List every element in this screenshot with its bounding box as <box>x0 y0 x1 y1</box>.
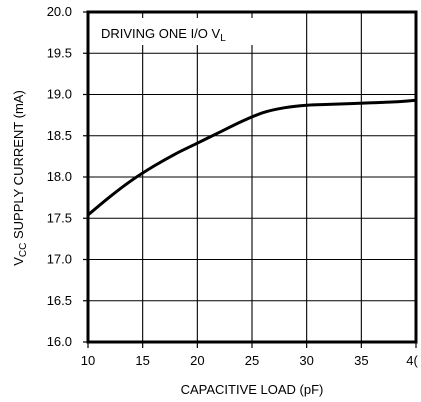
series-layer <box>86 98 418 217</box>
x-tick-label: 30 <box>299 353 313 368</box>
y-tick-label: 17.5 <box>47 210 72 225</box>
annotation-subscript: L <box>220 33 226 44</box>
y-tick-label: 19.5 <box>47 45 72 60</box>
y-axis-label: VCC SUPPLY CURRENT (mA) <box>11 90 29 266</box>
x-tick-label: 15 <box>135 353 149 368</box>
annotation-background <box>92 18 255 45</box>
supply-current-series-line <box>86 98 418 217</box>
y-tick-label: 18.5 <box>47 128 72 143</box>
x-tick-label: 20 <box>190 353 204 368</box>
annotation-label: DRIVING ONE I/O VL <box>101 26 226 44</box>
x-tick-label: 10 <box>81 353 95 368</box>
x-tick-label: 4( <box>406 353 418 368</box>
grid-layer <box>88 12 416 342</box>
x-axis-label: CAPACITIVE LOAD (pF) <box>181 382 324 397</box>
y-tick-label: 20.0 <box>47 4 72 19</box>
y-tick-label: 18.0 <box>47 169 72 184</box>
y-tick-label: 16.0 <box>47 334 72 349</box>
x-tick-label: 35 <box>354 353 368 368</box>
annotation-main-text: DRIVING ONE I/O V <box>101 26 221 41</box>
y-tick-label: 19.0 <box>47 87 72 102</box>
y-axis-label-prefix: V <box>11 257 26 266</box>
y-axis-label-suffix: SUPPLY CURRENT (mA) <box>11 90 26 242</box>
tick-layer: 10 15 20 25 30 35 4( 16.0 16.5 17.0 17.5 18.0 18.5 19… <box>47 4 419 368</box>
y-tick-label: 17.0 <box>47 252 72 267</box>
y-tick-label: 16.5 <box>47 293 72 308</box>
y-axis-label-subscript: CC <box>18 243 29 257</box>
x-tick-label: 25 <box>245 353 259 368</box>
